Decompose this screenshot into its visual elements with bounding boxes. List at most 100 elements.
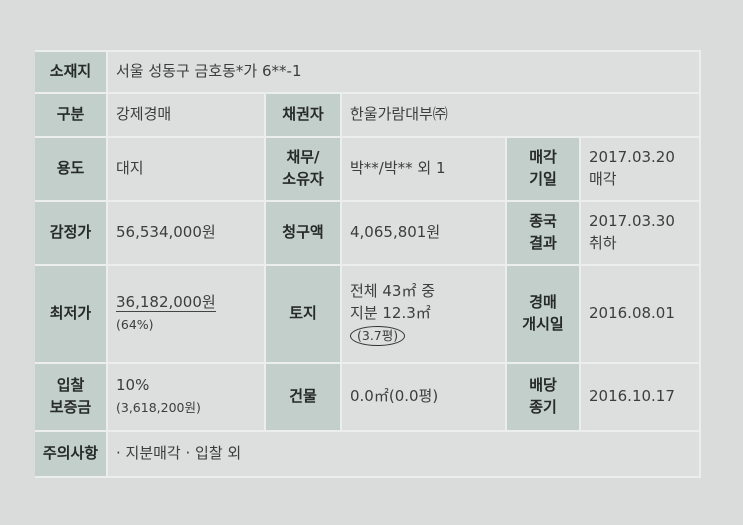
text-line: 2016.08.01: [589, 303, 691, 325]
text-line: 36,182,000원: [116, 292, 256, 314]
table-row: 주의사항 · 지분매각 · 입찰 외: [35, 430, 701, 478]
field-label: 입찰 보증금: [35, 362, 108, 432]
text: 용도: [56, 159, 85, 178]
table-row: 용도 대지 채무/소유자 박**/박** 외 1 매각 기일 2017.03.20 매각: [35, 136, 701, 202]
field-value: 강제경매: [107, 92, 266, 138]
field-label: 건물: [265, 362, 342, 432]
text: 36,182,000원: [116, 293, 216, 313]
table-row: 입찰 보증금 10% (3,618,200원) 건물 0.0㎡(0.0평) 배당 종기 2016…: [35, 362, 701, 432]
text-line: 종국: [511, 211, 575, 233]
field-label: 매각 기일: [506, 136, 581, 202]
field-value: 2017.03.20 매각: [580, 136, 701, 202]
text: 감정가: [49, 223, 92, 242]
text-line: 입찰: [39, 375, 102, 397]
text: 지분 12.3㎡: [350, 304, 431, 323]
text: 2016.08.01: [589, 304, 675, 323]
text: · 지분매각 · 입찰 외: [116, 444, 242, 463]
table-row: 감정가 56,534,000원 청구액 4,065,801원 종국 결과 2017.03.3…: [35, 200, 701, 266]
field-value: 서울 성동구 금호동*가 6**-1: [107, 50, 701, 94]
field-label: 채무/소유자: [265, 136, 342, 202]
text-line: 2017.03.20: [589, 147, 691, 169]
text: 청구액: [282, 223, 324, 242]
text-line: 서울 성동구 금호동*가 6**-1: [116, 61, 691, 83]
text-line: 56,534,000원: [116, 222, 256, 244]
text: 0.0㎡(0.0평): [350, 387, 439, 406]
text-line: 매각: [511, 147, 575, 169]
text-line: 건물: [270, 386, 336, 408]
field-value: 한울가람대부㈜: [341, 92, 701, 138]
text: 결과: [529, 234, 557, 252]
text: 구분: [56, 105, 85, 124]
text-line: 개시일: [511, 314, 575, 336]
text: 토지: [289, 304, 317, 323]
field-value: 2016.08.01: [580, 264, 701, 364]
text: 소유자: [282, 170, 324, 188]
text: 종국: [529, 212, 557, 231]
text-line: 토지: [270, 303, 336, 325]
text-line: 한울가람대부㈜: [350, 104, 691, 126]
text-line: (3,618,200원): [116, 397, 256, 419]
field-value: 36,182,000원 (64%): [107, 264, 266, 364]
field-label: 주의사항: [35, 430, 108, 478]
text: 대지: [116, 159, 144, 178]
text: 채무/: [286, 148, 320, 167]
text-line: 0.0㎡(0.0평): [350, 386, 497, 408]
text-line: 전체 43㎡ 중: [350, 281, 497, 303]
field-value: 대지: [107, 136, 266, 202]
text: (3.7평): [350, 325, 406, 346]
text-line: 종기: [511, 397, 575, 419]
field-value: 4,065,801원: [341, 200, 507, 266]
table-row: 구분 강제경매 채권자 한울가람대부㈜: [35, 92, 701, 138]
text-line: 기일: [511, 169, 575, 191]
text-line: 매각: [589, 169, 691, 191]
field-value: 0.0㎡(0.0평): [341, 362, 507, 432]
field-value: 10% (3,618,200원): [107, 362, 266, 432]
text-line: 대지: [116, 158, 256, 180]
text-line: 2016.10.17: [589, 386, 691, 408]
text-line: 4,065,801원: [350, 222, 497, 244]
text: 56,534,000원: [116, 223, 216, 242]
field-label: 용도: [35, 136, 108, 202]
text: 강제경매: [116, 105, 172, 124]
text-line: 보증금: [39, 397, 102, 419]
text-line: (64%): [116, 314, 256, 336]
text-line: 최저가: [39, 303, 102, 325]
text-line: 2017.03.30: [589, 211, 691, 233]
text: 주의사항: [42, 444, 99, 463]
text-line: 경매: [511, 292, 575, 314]
text-line: 소유자: [270, 169, 336, 191]
text: 종기: [529, 398, 557, 416]
text: 채권자: [282, 105, 324, 124]
text-line: 소재지: [39, 61, 102, 83]
text-line: 청구액: [270, 222, 336, 244]
text-line: 취하: [589, 233, 691, 255]
text-line: 배당: [511, 375, 575, 397]
text-line: 구분: [39, 104, 102, 126]
text-line: 10%: [116, 375, 256, 397]
field-value: 2016.10.17: [580, 362, 701, 432]
field-value: 박**/박** 외 1: [341, 136, 507, 202]
text-line: 감정가: [39, 222, 102, 244]
text: 2016.10.17: [589, 387, 675, 406]
text-line: (3.7평): [350, 325, 497, 347]
field-value: 2017.03.30 취하: [580, 200, 701, 266]
text: 보증금: [49, 398, 92, 416]
text-line: 용도: [39, 158, 102, 180]
text-line: 결과: [511, 233, 575, 255]
text-line: 지분 12.3㎡: [350, 303, 497, 325]
field-value: · 지분매각 · 입찰 외: [107, 430, 701, 478]
text: (64%): [116, 317, 154, 332]
field-label: 배당 종기: [506, 362, 581, 432]
text: 2017.03.30: [589, 212, 675, 231]
text: 한울가람대부㈜: [350, 105, 448, 124]
text: 서울 성동구 금호동*가 6**-1: [116, 62, 302, 81]
field-label: 소재지: [35, 50, 108, 94]
field-label: 토지: [265, 264, 342, 364]
text-line: 주의사항: [39, 443, 102, 465]
field-label: 청구액: [265, 200, 342, 266]
text: 경매: [529, 293, 557, 312]
